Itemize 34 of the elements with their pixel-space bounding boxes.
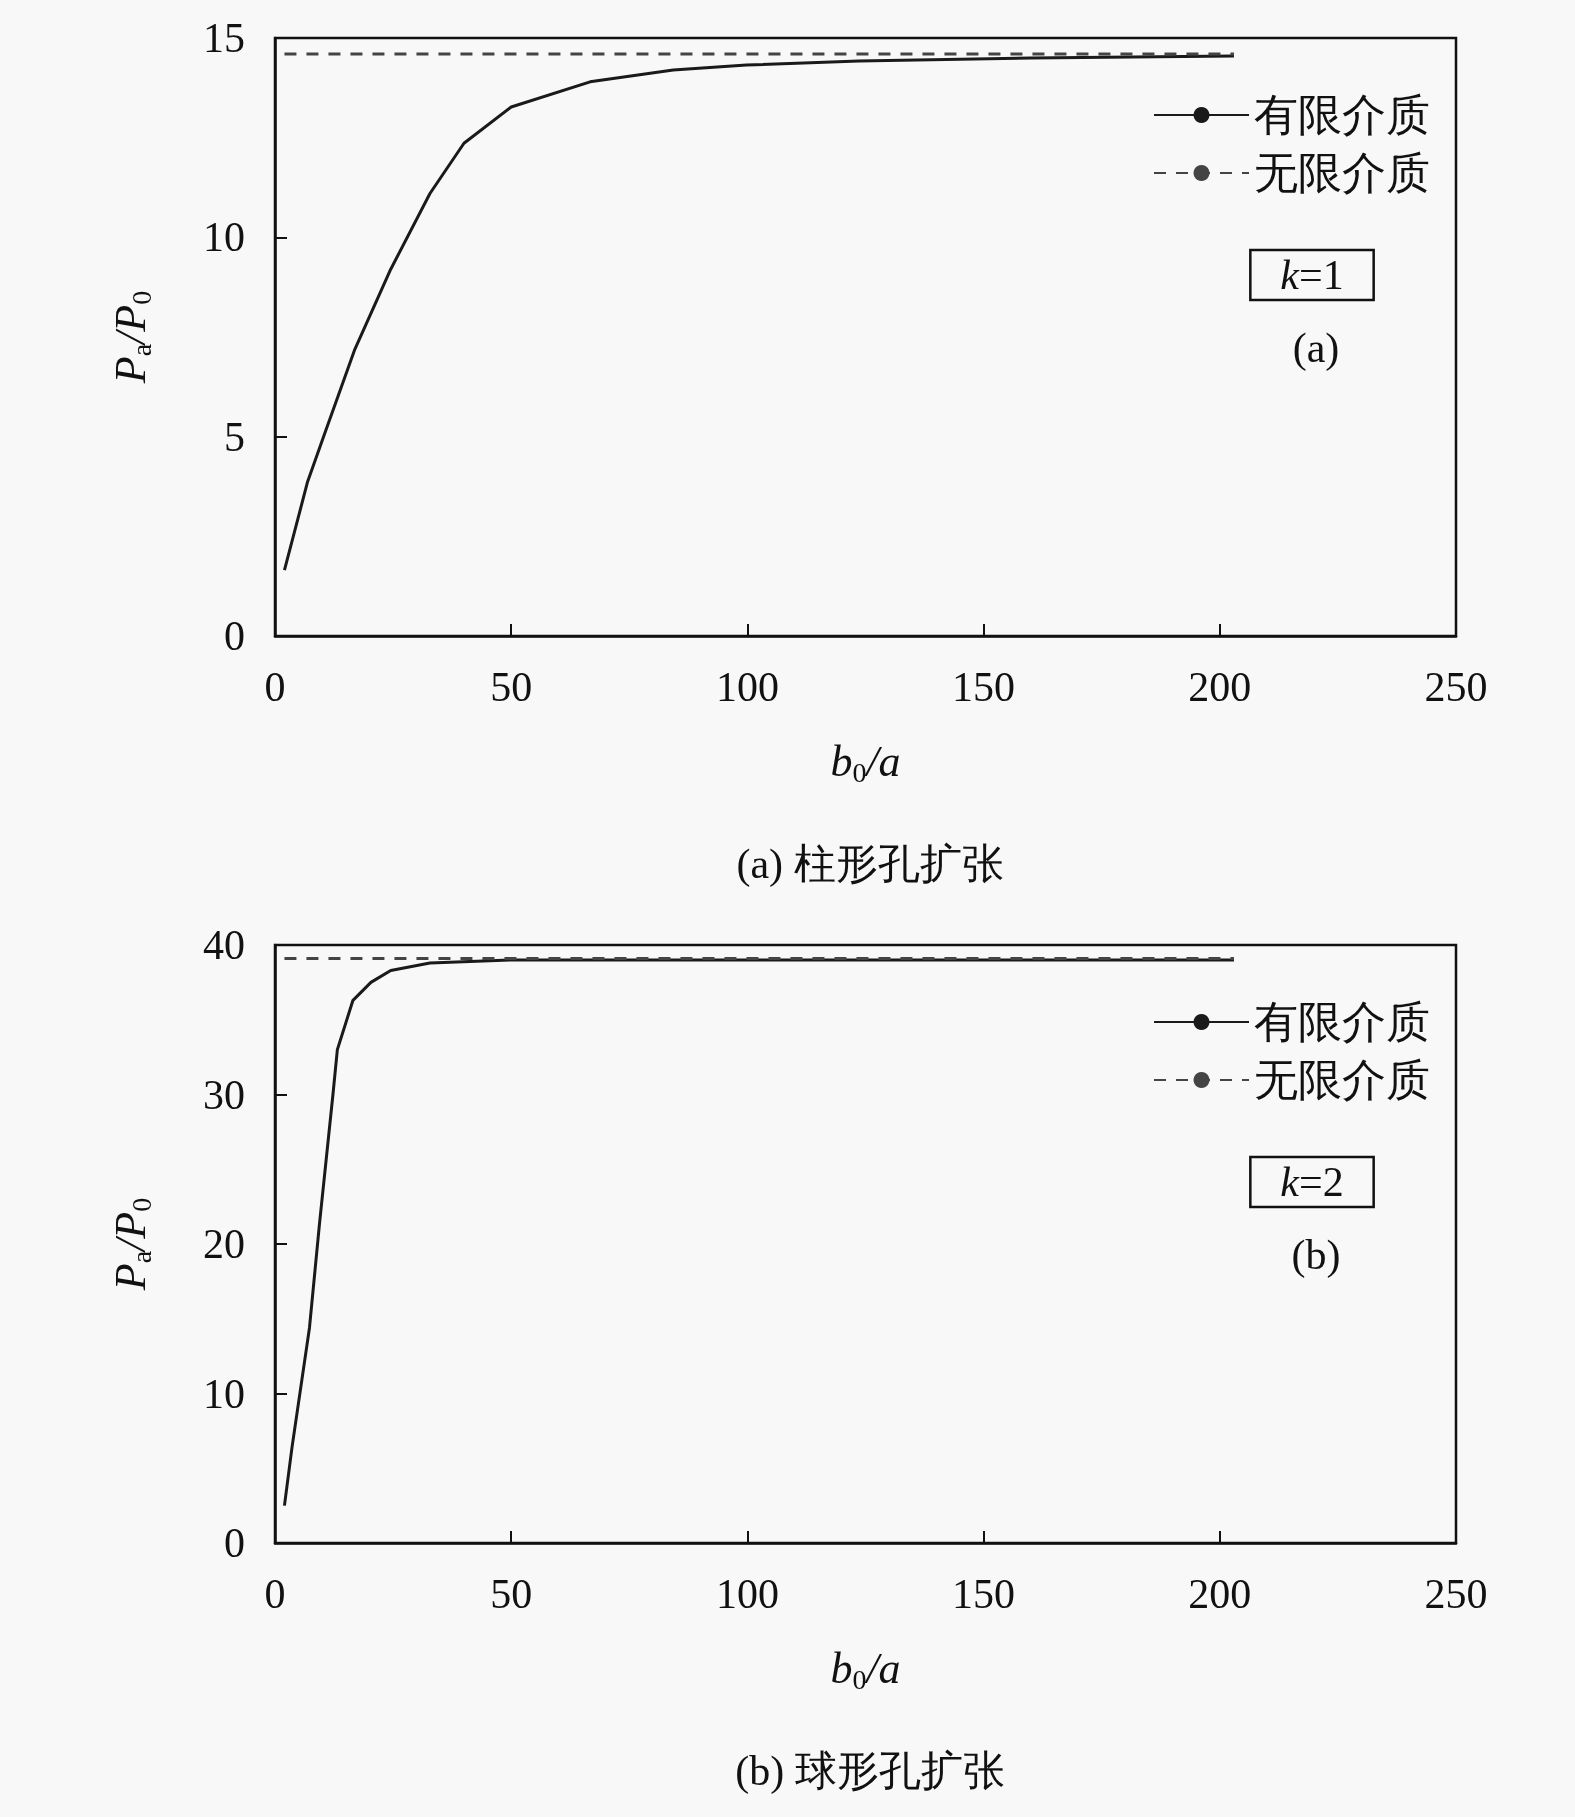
x-tick-label: 200 <box>1188 664 1252 710</box>
x-tick-label: 150 <box>952 664 1016 710</box>
annotation: k=1 <box>1280 252 1344 298</box>
legend-label: 无限介质 <box>1254 148 1430 198</box>
y-tick-label: 10 <box>203 1370 245 1417</box>
y-tick-label: 0 <box>224 613 245 659</box>
legend-label: 有限介质 <box>1254 90 1430 140</box>
legend-label: 有限介质 <box>1254 997 1430 1047</box>
y-tick-label: 40 <box>203 922 245 968</box>
annotation: (a) <box>1292 325 1340 372</box>
y-tick-label: 15 <box>203 15 245 61</box>
x-tick-label: 100 <box>715 664 779 710</box>
x-tick-label: 250 <box>1424 1571 1488 1617</box>
y-tick-label: 20 <box>203 1221 245 1267</box>
annotation: (b) <box>1291 1232 1341 1279</box>
legend-label: 无限介质 <box>1254 1055 1430 1105</box>
x-tick-label: 50 <box>490 1571 533 1617</box>
annotation: k=2 <box>1280 1159 1344 1205</box>
y-tick-label: 10 <box>203 214 245 261</box>
y-axis-title: Pa/P0 <box>105 290 157 385</box>
line-series <box>282 54 1236 572</box>
x-tick-label: 100 <box>715 1571 779 1617</box>
x-tick-label: 0 <box>264 664 286 710</box>
text: (b) 球形孔扩张 <box>735 1748 1005 1795</box>
y-axis-title: Pa/P0 <box>105 1197 157 1292</box>
x-tick-label: 0 <box>264 1571 286 1617</box>
text: (a) 柱形孔扩张 <box>736 841 1004 888</box>
x-tick-label: 50 <box>490 664 533 710</box>
y-tick-label: 30 <box>203 1071 245 1118</box>
y-tick-label: 5 <box>224 413 245 460</box>
y-tick-label: 0 <box>224 1520 245 1566</box>
x-tick-label: 250 <box>1424 664 1488 710</box>
x-tick-label: 150 <box>952 1571 1016 1617</box>
x-tick-label: 200 <box>1188 1571 1252 1617</box>
